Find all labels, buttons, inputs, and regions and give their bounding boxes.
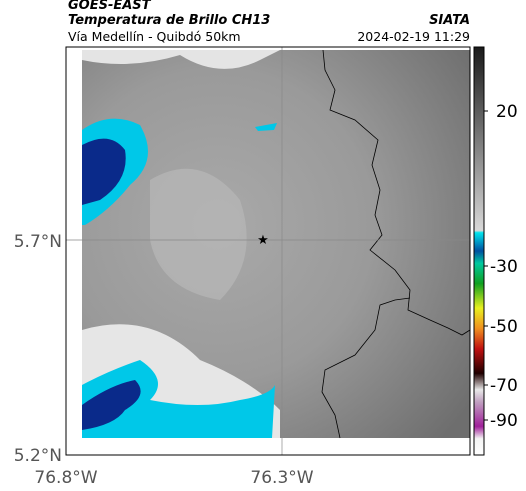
colorbar-label: 20 [496, 102, 518, 122]
location-marker: ★ [257, 233, 269, 248]
lon-label: 76.8°W [34, 468, 97, 488]
map: ★ [65, 46, 471, 456]
colorbar-label: -50 [490, 317, 518, 337]
cold-cloud [82, 360, 275, 438]
map-border [65, 46, 471, 456]
agency: SIATA [429, 13, 470, 28]
satellite: GOES-EAST [68, 0, 152, 13]
colorbar-label: -90 [490, 411, 518, 431]
cloud [82, 50, 280, 69]
lat-label: 5.2°N [14, 446, 62, 466]
colorbar-label: -30 [490, 257, 518, 277]
cloud [150, 168, 247, 300]
colorbar: 20 -30 -50 -70 -90 [473, 46, 518, 456]
product: Temperatura de Brillo CH13 [68, 13, 270, 28]
lat-label: 5.7°N [14, 232, 62, 252]
cold-cloud [82, 138, 126, 205]
border [321, 49, 471, 439]
location: Vía Medellín - Quibdó 50km [68, 29, 241, 44]
cold-cloud [255, 123, 277, 131]
timestamp: 2024-02-19 11:29 [357, 29, 470, 44]
lon-label: 76.3°W [250, 468, 313, 488]
colorbar-scale [473, 46, 485, 456]
cold-cloud [82, 380, 141, 430]
colorbar-label: -70 [490, 376, 518, 396]
